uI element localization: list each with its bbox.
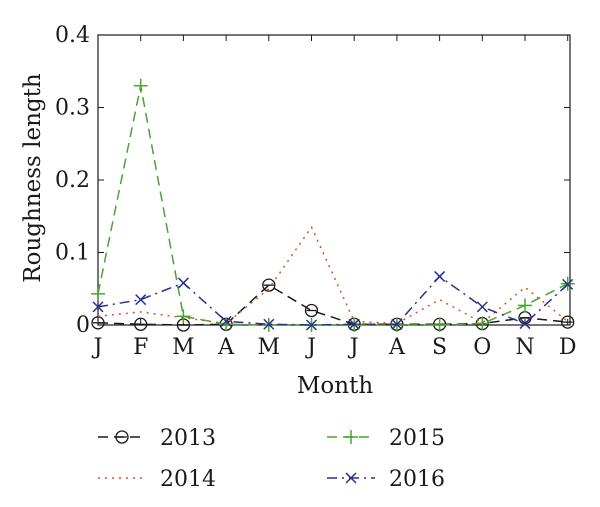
y-tick-label: 0.3 xyxy=(55,96,90,121)
x-tick-label: A xyxy=(388,335,406,360)
x-stroke-b xyxy=(263,318,275,330)
x-stroke-b xyxy=(391,318,403,330)
circle-marker xyxy=(561,315,575,329)
x-stroke-b xyxy=(135,294,147,306)
legend-entry-2014: 2014 xyxy=(98,467,216,492)
x-tick-label: S xyxy=(432,335,447,360)
x-stroke-b xyxy=(434,270,446,282)
x-stroke-b xyxy=(476,301,488,313)
data-point-2016 xyxy=(391,318,403,330)
data-point-2013 xyxy=(134,317,148,331)
x-tick-label: O xyxy=(473,335,491,360)
x-tick-label: J xyxy=(348,335,359,360)
data-point-2016 xyxy=(519,318,531,330)
x-tick-label: M xyxy=(258,335,281,360)
data-point-2015 xyxy=(133,78,148,93)
data-point-2016 xyxy=(135,294,147,306)
series-line-2014 xyxy=(97,226,569,325)
circle-marker xyxy=(304,303,319,318)
data-point-2015 xyxy=(518,298,532,313)
data-point-2016 xyxy=(177,277,189,289)
data-point-2015 xyxy=(91,286,105,301)
x-tick-label: M xyxy=(172,335,195,360)
plot-area: 00.10.20.30.4J F M A M J J A S O N D xyxy=(55,23,577,360)
circle-marker xyxy=(262,278,276,292)
circle-marker xyxy=(91,316,105,330)
circle-marker xyxy=(134,317,148,331)
legend-entry-2016: 2016 xyxy=(327,467,445,492)
data-point-2013 xyxy=(304,303,319,318)
series-line-2013 xyxy=(97,284,568,326)
data-point-2015 xyxy=(432,318,447,332)
data-point-2016 xyxy=(92,301,104,313)
legend-marker xyxy=(344,430,358,444)
y-tick-label: 0.1 xyxy=(55,241,90,266)
x-stroke-b xyxy=(92,301,104,313)
data-point-2016 xyxy=(263,318,275,330)
data-point-2016 xyxy=(305,319,318,331)
data-point-2016 xyxy=(434,270,446,282)
legend-marker xyxy=(345,472,357,484)
x-tick-label: F xyxy=(133,335,148,360)
x-tick-label: D xyxy=(559,335,577,360)
circle-marker xyxy=(115,430,129,444)
legend-entry-2015: 2015 xyxy=(327,426,445,451)
data-point-2016 xyxy=(476,301,488,313)
data-point-2015 xyxy=(219,317,234,332)
data-point-2016 xyxy=(220,315,232,327)
legend-entry-2013: 2013 xyxy=(98,426,216,451)
y-tick-label: 0 xyxy=(76,313,90,338)
x-tick-label: A xyxy=(217,335,235,360)
x-stroke-b xyxy=(220,315,232,327)
y-tick-label: 0.4 xyxy=(55,23,90,48)
series-line-2015 xyxy=(97,85,569,326)
legend-label: 2014 xyxy=(160,467,216,492)
x-stroke-b xyxy=(305,319,318,331)
x-axis-label: Month xyxy=(297,373,373,399)
x-tick-label: J xyxy=(92,335,103,360)
y-tick-label: 0.2 xyxy=(55,168,90,193)
legend-label: 2016 xyxy=(389,467,445,492)
data-point-2015 xyxy=(475,316,490,331)
x-tick-label: J xyxy=(305,335,316,360)
data-point-2015 xyxy=(176,309,191,324)
data-point-2016 xyxy=(348,318,360,330)
legend-label: 2013 xyxy=(160,426,216,451)
data-point-2016 xyxy=(562,278,574,290)
x-stroke-b xyxy=(348,318,360,330)
legend: 2013 2014 2015 2016 xyxy=(98,426,445,492)
x-tick-label: N xyxy=(515,335,534,360)
x-stroke-b xyxy=(519,318,531,330)
series-line-2016 xyxy=(97,275,569,326)
legend-marker xyxy=(115,430,129,444)
data-point-2013 xyxy=(91,316,105,330)
x-stroke-b xyxy=(345,472,357,484)
y-axis-label: Roughness length xyxy=(20,73,46,283)
axes-frame xyxy=(97,34,571,326)
data-point-2013 xyxy=(561,315,575,329)
x-stroke-b xyxy=(562,278,574,290)
legend-label: 2015 xyxy=(389,426,445,451)
x-stroke-b xyxy=(177,277,189,289)
